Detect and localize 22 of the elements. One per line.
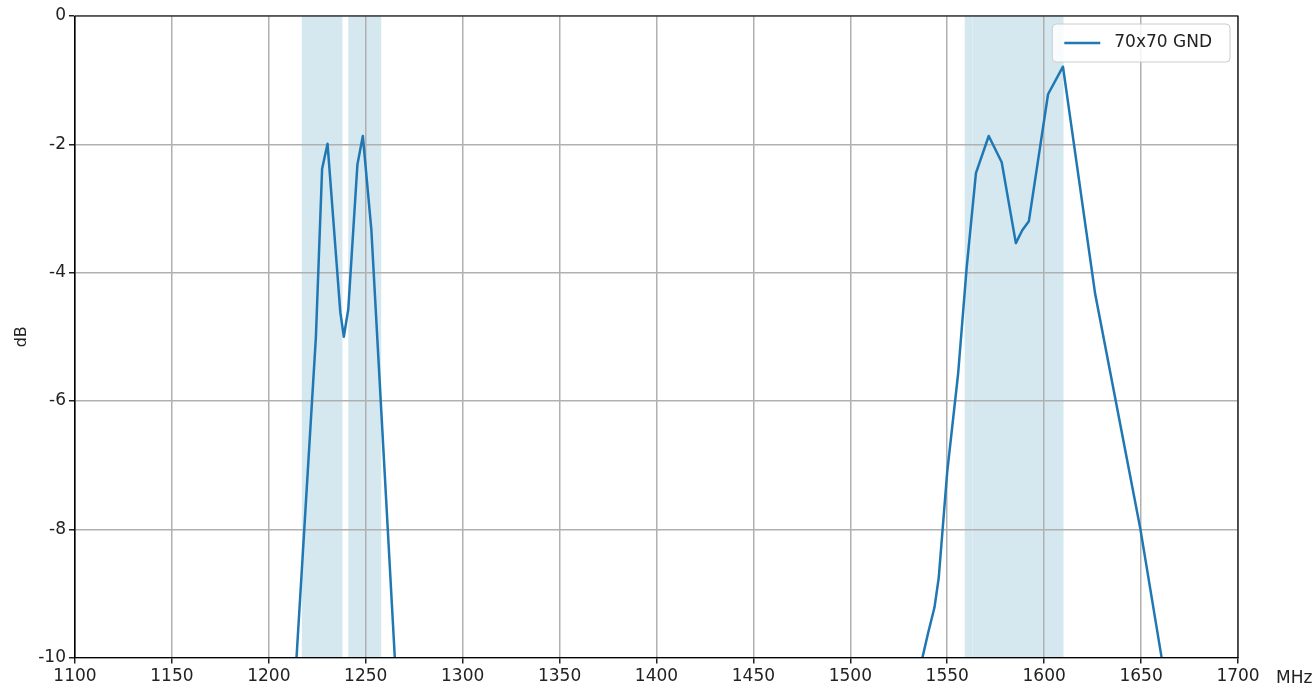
x-tick-label: 1350 bbox=[537, 665, 582, 686]
x-tick-label: 1700 bbox=[1216, 665, 1260, 686]
legend-label: 70x70 GND bbox=[1114, 31, 1213, 52]
x-tick-label: 1450 bbox=[731, 665, 776, 686]
x-tick-label: 1250 bbox=[344, 665, 388, 686]
y-tick-label: -8 bbox=[49, 517, 66, 538]
y-tick-label: -2 bbox=[49, 132, 66, 153]
x-tick-label: 1650 bbox=[1119, 665, 1163, 686]
x-tick-label: 1600 bbox=[1022, 665, 1066, 686]
y-tick-label: 0 bbox=[55, 4, 66, 25]
x-tick-label: 1200 bbox=[247, 665, 291, 686]
x-tick-label: 1100 bbox=[53, 665, 97, 686]
y-tick-label: -4 bbox=[49, 261, 66, 282]
x-tick-label: 1550 bbox=[925, 665, 969, 686]
x-axis-title: MHz bbox=[1276, 666, 1313, 687]
y-tick-label: -6 bbox=[49, 389, 66, 410]
y-tick-label: -10 bbox=[38, 646, 66, 667]
x-tick-label: 1300 bbox=[441, 665, 485, 686]
x-tick-label: 1150 bbox=[150, 665, 194, 686]
y-axis-title: dB bbox=[10, 326, 30, 348]
x-tick-label: 1500 bbox=[828, 665, 872, 686]
x-tick-label: 1400 bbox=[634, 665, 679, 686]
